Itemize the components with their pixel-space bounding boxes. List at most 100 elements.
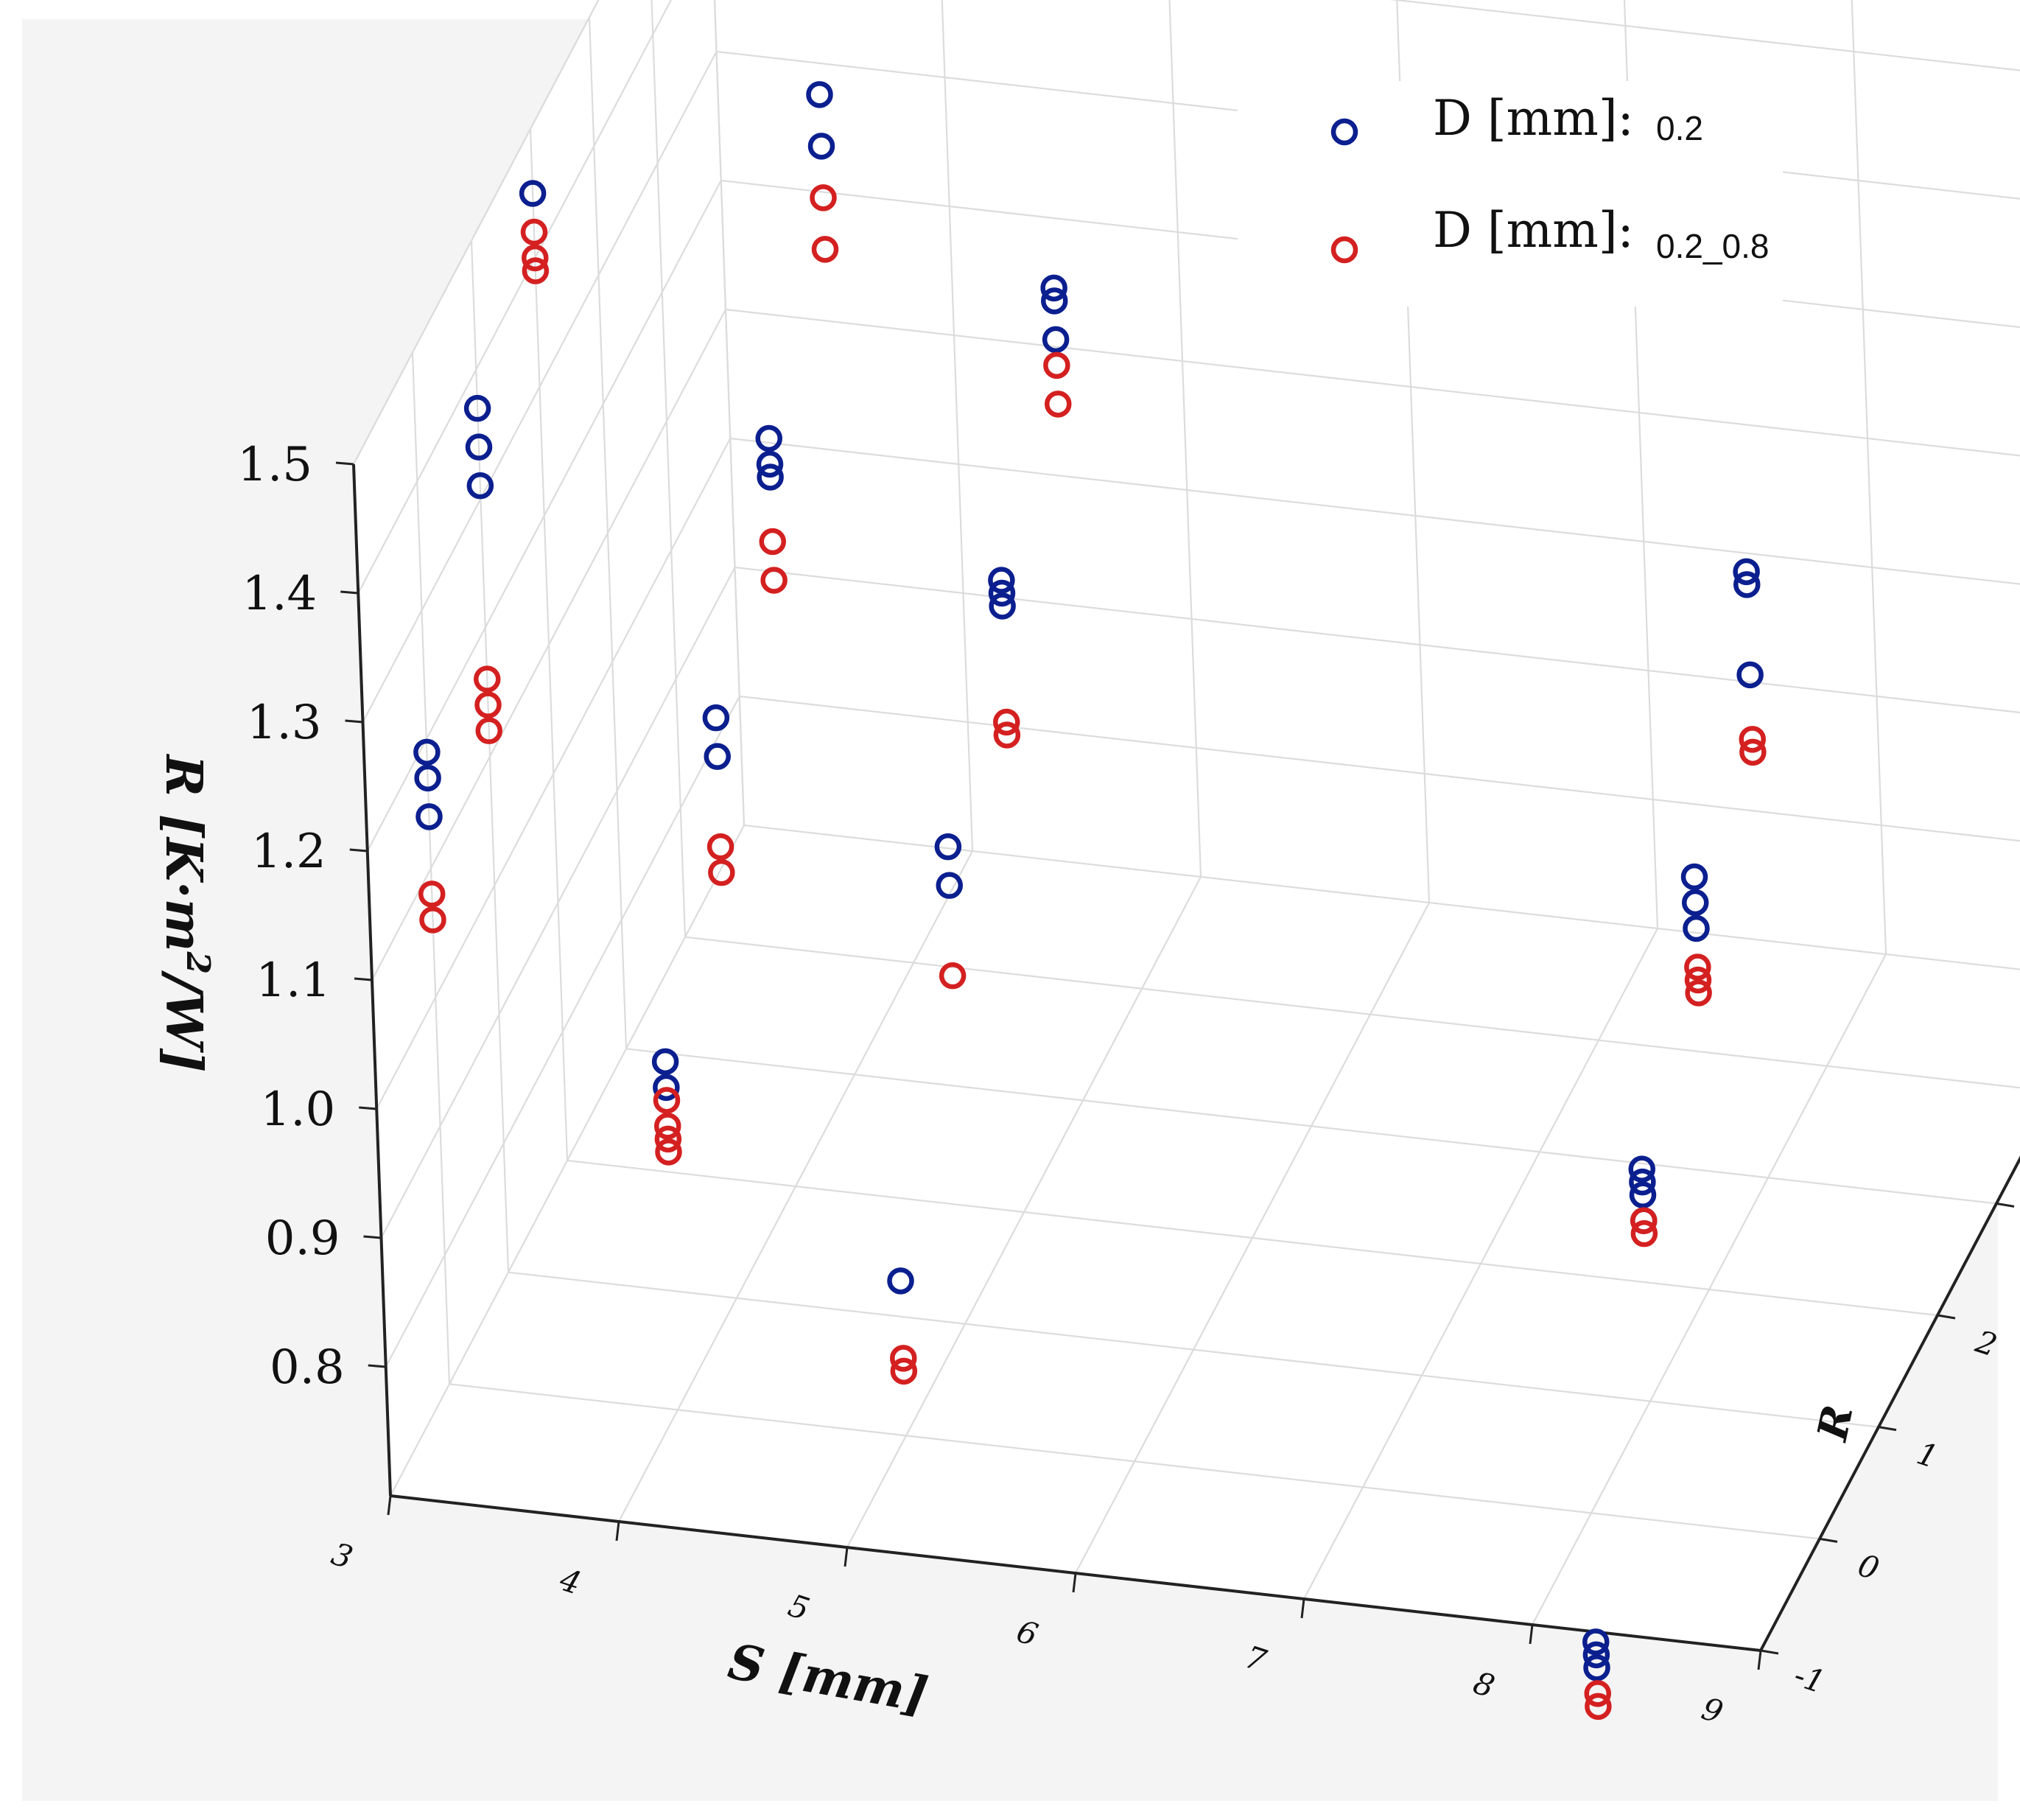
axis-lines: [335, 461, 2020, 1670]
legend-label-series-2: D [mm]:: [1433, 202, 1634, 259]
grid-line-back-z: [1389, 0, 2020, 71]
legend-marker-series-1: [1330, 118, 1358, 146]
grid-line-back-z: [730, 437, 2020, 585]
z-tick-mark: [349, 848, 368, 853]
grid-line-left-z: [380, 567, 736, 1239]
data-point-series-1: [887, 1267, 914, 1295]
grid-line-floor-y: [625, 1048, 1997, 1205]
data-point-series-2: [655, 1138, 682, 1166]
x-tick-label: 5: [784, 1587, 814, 1628]
data-point-series-2: [653, 1087, 681, 1114]
z-tick-label: 1.4: [242, 567, 317, 621]
data-point-series-1: [1629, 1181, 1657, 1208]
data-point-series-1: [466, 472, 494, 500]
data-point-series-2: [1630, 1219, 1658, 1247]
data-point-series-2: [811, 236, 839, 263]
data-point-series-1: [414, 764, 441, 792]
z-tick-mark: [340, 590, 359, 595]
x-tick-label: 4: [555, 1561, 586, 1601]
x-tick-mark: [615, 1521, 620, 1541]
data-point-series-2: [474, 691, 502, 718]
x-tick-mark: [1757, 1650, 1762, 1670]
data-point-series-1: [1583, 1654, 1610, 1681]
z-tick-mark: [354, 977, 373, 981]
grid-line-floor-y: [449, 1383, 1820, 1540]
data-point-series-1: [465, 433, 493, 461]
data-point-series-2: [1584, 1680, 1611, 1707]
z-axis-title-main: R [K·m: [154, 753, 213, 951]
x-tick-mark: [1529, 1624, 1534, 1645]
data-point-series-1: [1682, 889, 1709, 917]
data-point-series-1: [988, 579, 1016, 607]
floor-wall: [390, 825, 2020, 1651]
data-point-series-1: [704, 743, 731, 770]
z-tick-mark: [368, 1364, 386, 1368]
data-point-series-1: [1041, 287, 1068, 315]
legend: D [mm]: 0.2 D [mm]: 0.2_0.8: [1238, 81, 1783, 307]
x-tick-label: 3: [327, 1536, 357, 1576]
grid-line-left-z: [362, 51, 718, 723]
data-point-series-2: [520, 218, 548, 246]
data-point-series-2: [1045, 391, 1072, 418]
z-tick-label: 0.8: [270, 1340, 345, 1395]
data-point-series-2: [1684, 966, 1712, 994]
data-points: [413, 81, 1767, 1721]
data-point-series-2: [654, 1125, 682, 1153]
legend-marker-series-2: [1330, 236, 1358, 264]
data-point-series-1: [1680, 863, 1708, 891]
z-axis-title-end: /W]: [154, 970, 213, 1072]
y-tick-label: 2: [1971, 1323, 2002, 1363]
data-point-series-2: [890, 1357, 918, 1385]
y-tick-mark: [1937, 1314, 1956, 1320]
data-point-series-1: [757, 463, 784, 491]
data-point-series-2: [810, 184, 837, 211]
data-point-series-1: [756, 450, 784, 478]
grid-line-left-z: [371, 309, 726, 981]
data-point-series-1: [702, 704, 730, 732]
data-point-series-2: [890, 1345, 917, 1372]
data-point-series-1: [1733, 571, 1761, 598]
z-tick-mark: [335, 461, 354, 466]
x-axis-title: S [mm]: [724, 1632, 932, 1723]
data-point-series-1: [989, 592, 1016, 620]
z-tick-mark: [359, 1106, 377, 1110]
x-tick-label: 7: [1241, 1639, 1271, 1679]
data-point-series-1: [1733, 558, 1760, 586]
data-point-series-2: [1043, 351, 1070, 379]
data-point-series-1: [806, 81, 833, 108]
data-point-series-2: [759, 528, 786, 556]
grid-line-back-z: [739, 695, 2020, 842]
data-point-series-1: [653, 1074, 680, 1102]
data-point-series-2: [993, 708, 1020, 736]
data-point-series-2: [1684, 953, 1711, 981]
data-point-series-2: [1685, 979, 1712, 1007]
data-point-series-1: [651, 1048, 679, 1076]
data-point-series-2: [760, 567, 788, 594]
y-tick-mark: [1819, 1537, 1838, 1543]
x-tick-label: 9: [1697, 1690, 1728, 1731]
legend-item-series-2: D [mm]: 0.2_0.8: [1330, 202, 1769, 265]
x-tick-label: 8: [1469, 1665, 1499, 1705]
data-point-series-1: [463, 394, 491, 422]
z-tick-label: 1.1: [256, 953, 331, 1008]
data-point-series-2: [1585, 1693, 1612, 1721]
grid-line-floor-y: [508, 1271, 1879, 1428]
z-tick-label: 1.5: [237, 438, 312, 492]
grid-line-left-z: [385, 696, 740, 1368]
grid-line-left-z: [376, 438, 732, 1110]
z-tick-label: 1.2: [251, 825, 326, 879]
z-tick-label: 0.9: [265, 1211, 340, 1266]
grid-line-back-z: [734, 566, 2020, 714]
legend-box: [1238, 81, 1783, 307]
z-tick-label: 1.0: [260, 1082, 335, 1137]
left-wall: [354, 0, 744, 1496]
legend-sub-series-2: 0.2_0.8: [1656, 227, 1769, 265]
y-tick-mark: [1996, 1202, 2015, 1208]
x-tick-mark: [387, 1495, 392, 1516]
y-tick-label: 0: [1854, 1547, 1884, 1587]
legend-item-series-1: D [mm]: 0.2: [1330, 90, 1703, 147]
z-axis-title: R [K·m2/W]: [154, 753, 217, 1072]
data-point-series-1: [988, 567, 1015, 594]
data-point-series-2: [522, 244, 549, 272]
